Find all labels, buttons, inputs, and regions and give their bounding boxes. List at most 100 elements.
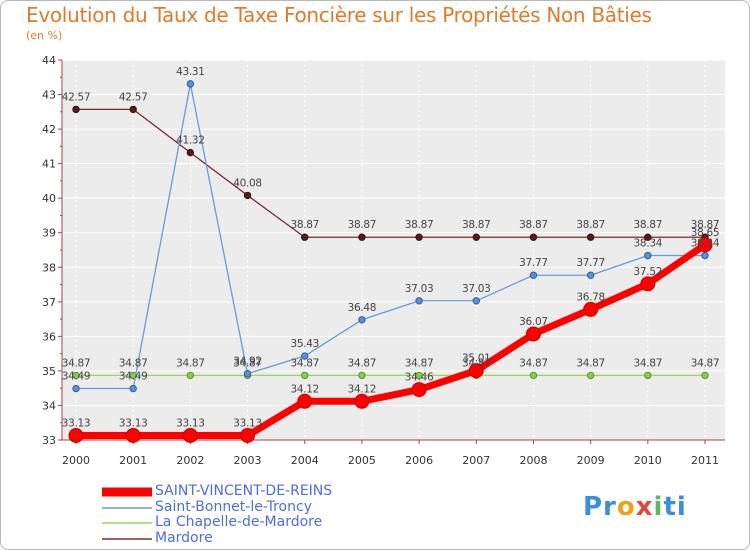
- data-point: [301, 371, 309, 380]
- data-label: 34.87: [405, 357, 434, 369]
- x-tick-label: 2002: [176, 454, 204, 467]
- x-tick-label: 2007: [462, 454, 490, 467]
- data-point: [472, 233, 480, 241]
- y-tick-label: 43: [42, 89, 56, 102]
- data-point: [354, 393, 370, 409]
- data-label: 38.87: [290, 219, 319, 231]
- data-point: [182, 428, 198, 444]
- data-label: 38.87: [348, 219, 377, 231]
- x-tick-label: 2004: [291, 454, 319, 467]
- data-label: 34.87: [119, 357, 148, 369]
- x-tick-label: 2011: [691, 454, 719, 467]
- data-point: [644, 233, 652, 241]
- x-tick-label: 2000: [62, 454, 90, 467]
- data-point: [415, 297, 423, 305]
- data-label: 34.87: [62, 357, 91, 369]
- data-label: 34.87: [233, 357, 262, 369]
- data-label: 34.87: [691, 357, 720, 369]
- data-point: [472, 297, 480, 305]
- data-point: [72, 384, 80, 393]
- data-point: [529, 271, 538, 279]
- data-point: [358, 316, 366, 324]
- data-point: [301, 233, 309, 241]
- data-label: 38.34: [691, 238, 720, 250]
- data-point: [701, 251, 709, 260]
- data-point: [644, 371, 652, 380]
- data-label: 34.87: [176, 357, 205, 369]
- x-tick-label: 2003: [234, 454, 262, 467]
- data-label: 38.65: [691, 227, 720, 239]
- y-tick-label: 33: [42, 434, 56, 447]
- data-point: [697, 237, 713, 253]
- y-tick-label: 34: [42, 399, 56, 412]
- data-label: 34.12: [290, 383, 319, 395]
- data-label: 34.87: [576, 357, 605, 369]
- data-point: [129, 384, 137, 393]
- logo-part: o: [616, 492, 636, 522]
- logo-part: i: [653, 492, 664, 522]
- data-point: [415, 233, 423, 241]
- data-point: [186, 371, 195, 380]
- logo-part: x: [635, 492, 654, 522]
- y-tick-label: 41: [42, 158, 56, 171]
- data-label: 34.46: [405, 372, 434, 384]
- data-label: 34.87: [348, 357, 377, 369]
- data-label: 41.32: [176, 135, 205, 147]
- data-label: 33.13: [62, 418, 91, 430]
- x-tick-label: 2010: [634, 454, 662, 467]
- data-label: 38.87: [462, 219, 491, 231]
- data-point: [358, 371, 366, 380]
- legend-label: La Chapelle-de-Mardore: [155, 514, 323, 530]
- data-point: [583, 301, 599, 317]
- data-label: 37.03: [405, 283, 434, 295]
- data-point: [640, 276, 656, 292]
- data-label: 37.77: [576, 257, 605, 269]
- legend-label: Saint-Bonnet-le-Troncy: [155, 499, 312, 515]
- series-line: [76, 108, 705, 238]
- data-label: 34.92: [233, 356, 262, 368]
- data-point: [243, 191, 252, 200]
- x-tick-label: 2005: [348, 454, 376, 467]
- data-point: [586, 233, 595, 241]
- data-label: 34.12: [348, 383, 377, 395]
- data-label: 34.87: [634, 357, 663, 369]
- data-label: 37.52: [634, 266, 663, 278]
- y-tick-label: 35: [42, 365, 56, 378]
- y-tick-label: 40: [42, 192, 56, 205]
- data-label: 38.87: [576, 219, 605, 231]
- data-point: [411, 382, 427, 398]
- y-tick-label: 44: [42, 54, 56, 67]
- data-point: [68, 428, 84, 444]
- data-label: 36.07: [519, 316, 548, 328]
- data-point: [644, 251, 652, 260]
- data-label: 34.87: [290, 357, 319, 369]
- data-label: 34.49: [119, 371, 148, 383]
- proxiti-logo: Proxiti: [583, 492, 687, 522]
- x-tick-label: 2009: [577, 454, 605, 467]
- data-label: 38.34: [634, 238, 663, 250]
- data-point: [529, 371, 538, 380]
- legend-label: Mardore: [155, 530, 213, 546]
- y-tick-label: 36: [42, 330, 56, 343]
- y-tick-label: 37: [42, 296, 56, 309]
- data-point: [525, 326, 541, 342]
- data-label: 38.87: [634, 219, 663, 231]
- data-point: [301, 352, 309, 360]
- y-tick-label: 42: [42, 123, 56, 136]
- data-label: 34.87: [519, 357, 548, 369]
- data-point: [186, 148, 195, 157]
- data-label: 36.78: [576, 291, 605, 303]
- data-point: [186, 80, 195, 88]
- data-point: [129, 105, 137, 114]
- data-point: [240, 428, 256, 444]
- data-label: 35.43: [290, 338, 319, 350]
- data-label: 37.77: [519, 257, 548, 269]
- data-point: [701, 371, 709, 380]
- data-label: 43.31: [176, 66, 205, 78]
- data-label: 33.13: [176, 418, 205, 430]
- data-label: 38.87: [691, 219, 720, 231]
- data-label: 34.49: [62, 371, 91, 383]
- data-point: [358, 233, 366, 241]
- plot-background: [62, 60, 725, 440]
- data-label: 38.87: [405, 219, 434, 231]
